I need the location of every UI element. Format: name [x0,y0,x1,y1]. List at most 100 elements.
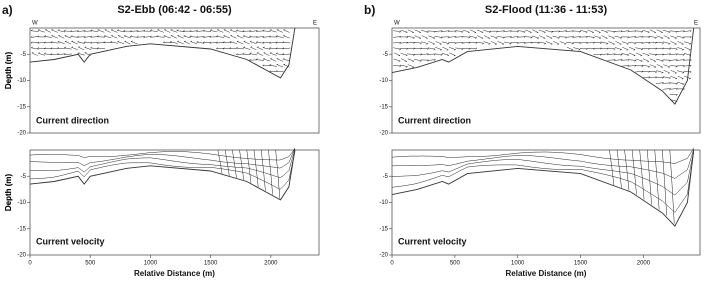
flow-arrow [196,35,205,38]
y-tick-label: -10 [379,78,388,84]
flow-arrow [648,71,657,74]
flow-arrow [565,36,574,39]
flow-arrow [608,35,615,39]
flow-arrow [662,53,671,56]
flow-arrow [559,30,568,33]
flow-arrow [209,35,218,38]
flow-arrow [283,35,290,39]
flow-arrow [441,53,450,57]
flow-arrow [50,41,59,44]
flow-arrow [196,40,205,44]
flow-arrow [283,63,290,68]
flow-arrow [400,29,408,34]
flow-arrow [676,70,685,74]
flow-arrow [229,40,238,44]
flow-arrow [655,47,664,50]
flow-arrow [600,41,609,45]
flow-arrow [677,75,684,80]
flow-arrow [283,29,290,33]
flow-arrow [176,29,185,32]
flow-arrow [77,40,85,44]
flow-arrow [37,47,46,49]
flow-arrow [434,30,443,33]
flow-arrow [37,52,45,56]
contour [639,149,645,200]
flow-arrow [427,59,436,62]
flow-arrow [58,34,65,39]
flow-arrow [51,29,58,33]
flow-arrow [428,41,435,45]
flow-arrow [163,35,171,39]
bed-profile [391,149,695,227]
flow-arrow [170,29,178,33]
flow-arrow [275,52,284,56]
flow-arrow [642,52,650,57]
flow-arrow [30,46,39,50]
flow-arrow [117,34,124,39]
flow-arrow [670,35,677,39]
flow-arrow [455,42,464,44]
flow-arrow [269,46,278,49]
y-tick-label: -10 [17,200,26,206]
flow-arrow [249,35,258,38]
flow-arrow [628,30,637,33]
flow-arrow [182,29,192,32]
flow-arrow [684,46,691,51]
flow-arrow [531,35,539,39]
flow-arrow [249,40,257,45]
y-axis-label: Depth (m) [4,52,13,90]
flow-arrow [635,58,643,62]
flow-arrow [552,35,560,39]
flow-arrow [669,53,678,56]
flow-arrow [455,30,464,33]
flow-arrow [483,30,491,33]
flow-arrow [420,59,429,62]
contour [616,149,622,188]
contour [275,149,281,199]
flow-arrow [427,30,436,33]
contour [29,148,296,179]
flow-arrow [242,35,251,38]
flow-arrow [282,58,291,62]
flow-arrow [262,29,271,32]
flow-arrow [469,47,478,50]
x-tick-label: 500 [450,261,461,267]
flow-arrow [635,47,643,51]
flow-arrow [676,81,685,85]
flow-arrow [476,29,484,34]
contour [224,149,230,176]
flow-arrow [531,42,540,45]
flow-arrow [441,30,450,33]
flow-arrow [282,47,291,50]
flow-arrow [400,58,407,62]
flow-arrow [255,29,264,32]
x-tick-label: 2000 [264,261,278,267]
y-axis-label: Depth (m) [4,174,13,212]
flow-arrow [655,77,664,79]
flow-arrow [83,29,92,32]
contour [631,149,637,195]
flow-arrow [662,76,671,80]
flow-arrow [663,70,670,74]
flow-arrow [614,47,622,51]
x-axis-label: Relative Distance (m) [506,269,587,278]
flow-arrow [400,41,408,44]
flow-arrow [223,35,231,39]
field [30,29,291,73]
flow-arrow [510,42,519,45]
flow-arrow [510,36,519,38]
flow-arrow [270,58,277,62]
y-tick-label: -20 [17,253,26,259]
flow-arrow [572,42,581,45]
flow-arrow [414,35,422,39]
flow-arrow [136,35,145,38]
flow-arrow [57,53,66,55]
y-tick-label: -5 [21,52,27,58]
flow-arrow [670,75,677,80]
flow-arrow [538,41,547,45]
flow-arrow [276,63,284,68]
flow-arrow [662,59,671,62]
flow-arrow [143,35,152,38]
bed-profile [391,27,695,105]
